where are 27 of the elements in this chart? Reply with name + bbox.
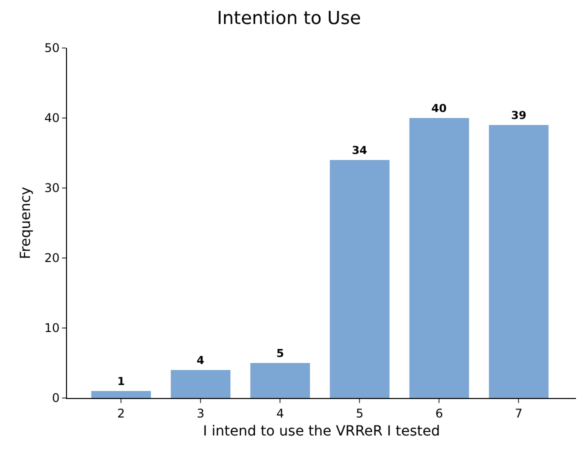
- x-axis-title: I intend to use the VRReR I tested: [203, 424, 440, 440]
- data-label: 40: [431, 102, 448, 115]
- bar: [250, 363, 310, 398]
- data-label: 34: [352, 144, 368, 157]
- chart-title: Intention to Use: [217, 8, 361, 29]
- bar: [330, 160, 390, 398]
- y-tick-label: 20: [44, 251, 60, 266]
- data-label: 5: [276, 347, 284, 360]
- y-tick-label: 30: [44, 181, 60, 196]
- bar: [488, 125, 549, 398]
- bar: [91, 391, 151, 398]
- x-tick-label: 7: [514, 406, 523, 420]
- y-tick-label: 10: [44, 321, 60, 336]
- y-axis-title: Frequency: [18, 186, 34, 260]
- data-label: 1: [117, 375, 125, 388]
- y-tick-label: 50: [44, 41, 60, 56]
- x-tick-label: 6: [435, 406, 444, 420]
- y-tick-label: 0: [52, 391, 60, 406]
- bar: [170, 370, 230, 398]
- x-tick-label: 2: [117, 406, 125, 420]
- x-tick-label: 5: [356, 406, 364, 420]
- x-tick-label: 3: [196, 406, 204, 420]
- x-tick-label: 4: [276, 406, 284, 420]
- data-label: 4: [196, 354, 205, 367]
- bar: [409, 118, 470, 398]
- y-tick-label: 40: [44, 111, 60, 126]
- data-label: 39: [511, 109, 526, 122]
